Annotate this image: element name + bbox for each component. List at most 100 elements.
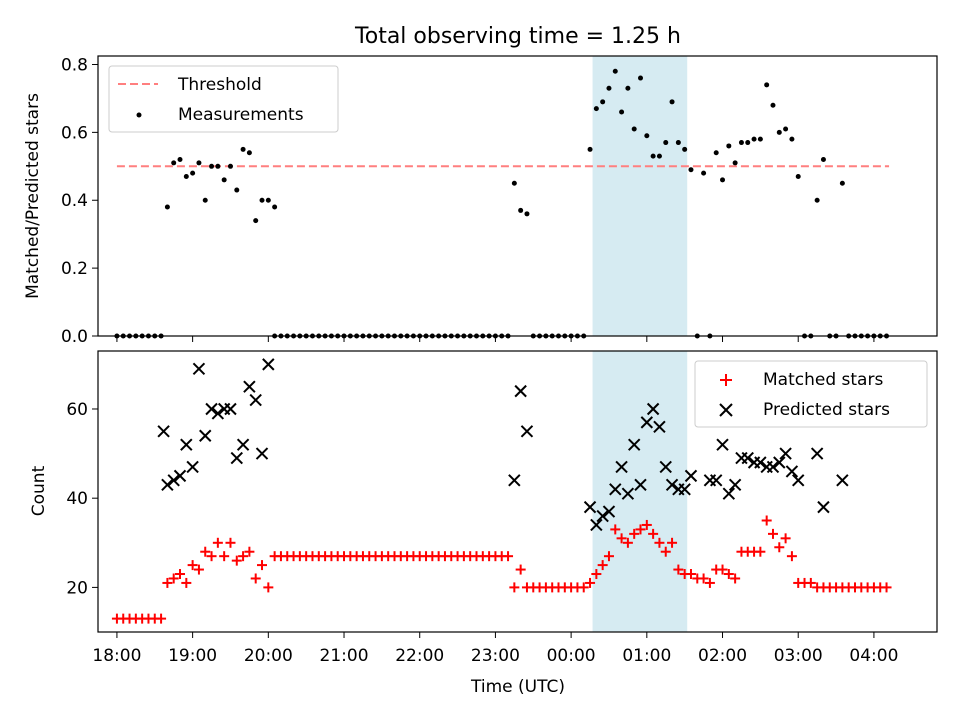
bottom-x-ticks: 18:00 19:00 20:00 21:00 22:00 23:00 00:00 01:00… — [92, 632, 898, 666]
matched-star-point — [654, 537, 665, 548]
predicted-star-point — [249, 393, 262, 407]
matched-star-point — [698, 573, 709, 584]
predicted-star-point — [157, 425, 170, 438]
matched-star-point — [774, 542, 785, 553]
matched-star-point — [212, 537, 223, 548]
bottom-y-tick-label: 60 — [66, 400, 88, 420]
measurement-point — [606, 85, 612, 91]
matched-star-point — [193, 564, 204, 575]
measurement-point — [732, 160, 738, 166]
predicted-star-point — [710, 474, 723, 487]
measurement-point — [757, 136, 763, 142]
matched-star-point — [503, 551, 514, 562]
predicted-star-point — [173, 469, 187, 483]
predicted-star-point — [640, 416, 654, 429]
x-tick-label: 01:00 — [622, 646, 671, 666]
bottom-legend: Matched stars Predicted stars — [694, 360, 928, 428]
measurement-point — [164, 204, 170, 210]
predicted-star-point — [665, 478, 679, 492]
matched-star-point — [648, 528, 659, 539]
measurement-point — [738, 140, 744, 146]
predicted-star-point — [230, 451, 243, 465]
matched-star-point — [168, 573, 179, 584]
matched-star-point — [219, 551, 230, 562]
matched-star-point — [591, 569, 602, 580]
matched-star-point — [635, 524, 646, 535]
matched-star-point — [175, 569, 186, 580]
matched-star-point — [786, 551, 797, 562]
predicted-star-point — [609, 483, 622, 496]
matched-star-point — [723, 569, 734, 580]
measurement-point — [593, 106, 599, 112]
matched-legend-icon — [720, 374, 732, 386]
x-tick-label: 20:00 — [244, 646, 293, 666]
matched-star-point — [660, 546, 671, 557]
top-y-tick-label: 0.8 — [61, 55, 88, 75]
measurement-point — [234, 187, 240, 193]
matched-star-point — [761, 515, 772, 526]
predicted-star-point — [236, 438, 250, 451]
measurement-point — [770, 102, 776, 108]
measurement-point — [675, 140, 681, 146]
matched-star-point — [603, 551, 614, 562]
matched-star-point — [238, 551, 249, 562]
predicted-star-point — [514, 384, 527, 398]
predicted-star-point — [817, 500, 830, 514]
measurement-point — [638, 75, 644, 81]
bottom-y-axis-label: Count — [29, 465, 49, 516]
predicted-star-point — [243, 380, 256, 393]
measurement-points — [114, 68, 890, 339]
predicted-star-point — [161, 478, 174, 492]
matched-star-point — [206, 551, 217, 562]
measurement-point — [202, 197, 208, 203]
matched-star-point — [515, 564, 526, 575]
matched-star-point — [578, 582, 589, 593]
measurement-point — [259, 197, 265, 203]
predicted-star-point — [684, 469, 698, 483]
measurement-point — [745, 140, 751, 146]
matched-star-point — [509, 582, 520, 593]
predicted-star-point — [602, 505, 616, 518]
measurement-point — [253, 218, 259, 224]
measurement-point — [518, 207, 524, 213]
matched-star-point — [585, 577, 596, 588]
predicted-star-point — [255, 447, 269, 460]
predicted-star-point — [199, 429, 212, 442]
x-tick-label: 18:00 — [92, 646, 141, 666]
bottom-axes-frame — [97, 350, 938, 633]
bottom-y-ticks: 20 40 60 — [66, 400, 98, 598]
predicted-star-point — [716, 438, 729, 451]
predicted-star-point — [508, 474, 521, 487]
matched-star-point — [610, 524, 621, 535]
predicted-star-point — [741, 451, 754, 465]
measurement-point — [171, 160, 177, 166]
bottom-highlight-span — [592, 351, 688, 632]
measurement-point — [209, 163, 215, 169]
matched-star-point — [200, 546, 211, 557]
measurement-point — [600, 99, 606, 105]
predicted-star-point — [167, 474, 180, 487]
matched-star-point — [181, 577, 192, 588]
top-y-tick-label: 0.6 — [61, 123, 88, 143]
predicted-star-point — [634, 478, 647, 492]
predicted-star-point — [583, 500, 597, 514]
measurement-point — [656, 153, 662, 159]
top-legend: Threshold Measurements — [108, 65, 339, 133]
predicted-star-point — [180, 438, 193, 451]
measurement-point — [190, 170, 196, 176]
matched-star-point — [767, 528, 778, 539]
predicted-star-point — [186, 460, 199, 474]
top-x-ticks — [116, 336, 875, 342]
measurement-point — [240, 146, 246, 152]
matched-star-point — [685, 569, 696, 580]
matched-star-point — [629, 528, 640, 539]
predicted-star-point — [590, 518, 603, 532]
measurement-point — [221, 177, 227, 183]
measurement-point — [682, 146, 688, 152]
top-axes-frame — [97, 55, 938, 337]
matched-star-point — [805, 577, 816, 588]
measurement-point — [820, 157, 826, 163]
matched-legend-label: Matched stars — [763, 370, 883, 390]
measurement-point — [227, 163, 233, 169]
